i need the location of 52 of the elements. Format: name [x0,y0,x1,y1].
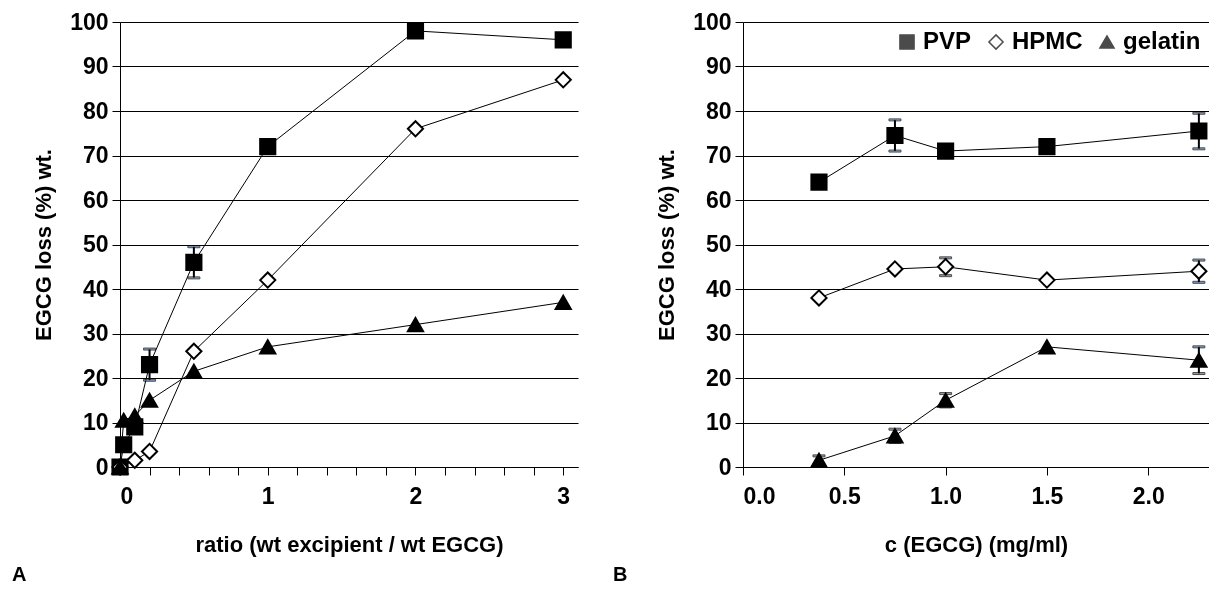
y-axis-title: EGCG loss (%) wt. [654,149,680,341]
y-tick-label: 50 [705,231,732,257]
point [810,452,828,468]
point [886,126,904,145]
y-tick-label: 90 [705,53,732,79]
y-tick-label: 30 [705,320,732,346]
y-tick-label: 70 [82,142,109,168]
text: A [12,563,27,586]
y-tick-label: 20 [705,364,732,391]
x-tick-label: 2 [409,482,423,509]
y-tick-label: 80 [82,97,109,124]
point [810,289,828,307]
y-tick-label: 100 [693,8,732,35]
legend-label: PVP [923,27,972,54]
y-tick-label: 60 [705,186,732,213]
x-tick-label: 3 [557,482,571,509]
y-axis-title: EGCG loss (%) wt. [31,149,57,341]
x-tick-label: 0.0 [743,482,776,509]
x-axis-title: c (EGCG) (mg/ml) [884,531,1069,557]
y-tick-label: 10 [82,409,109,435]
point [1038,271,1056,289]
y-tick-label: 70 [705,142,732,168]
x-tick-label: 1.0 [930,482,963,509]
y-tick-label: 40 [705,275,732,302]
y-tick-label: 10 [705,409,732,435]
point [810,173,828,191]
x-axis-title: ratio (wt excipient / wt EGCG) [195,531,504,557]
x-tick-label: 2.0 [1132,482,1165,509]
point [1190,122,1208,140]
y-tick-label: 90 [82,53,109,79]
x-tick-label: 0 [120,482,134,509]
point [1038,138,1056,156]
y-tick-label: 50 [82,231,109,257]
text: B [613,563,628,586]
point [1038,339,1056,355]
y-tick-label: 60 [82,186,109,213]
point [1190,262,1208,280]
x-tick-label: 1.5 [1031,482,1064,509]
y-tick-label: 80 [705,97,732,124]
y-tick-label: 30 [82,320,109,346]
y-tick-label: 20 [82,364,109,391]
legend-label: HPMC [1012,27,1083,54]
point [886,260,904,278]
point [1190,352,1208,368]
x-tick-label: 0.5 [828,482,861,509]
y-tick-label: 0 [718,453,732,480]
legend-label: gelatin [1123,27,1201,54]
x-tick-label: 1 [261,482,275,509]
y-tick-label: 100 [70,8,109,35]
y-tick-label: 0 [95,453,109,480]
y-tick-label: 40 [82,275,109,302]
point [937,142,955,160]
